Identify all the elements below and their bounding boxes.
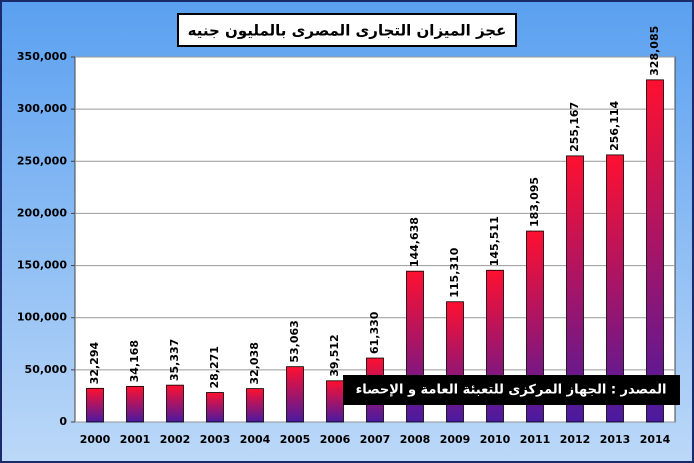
data-label: 28,271 (208, 346, 221, 388)
x-tick-label: 2009 (440, 433, 471, 446)
data-label: 39,512 (328, 334, 341, 376)
y-tick-label: 100,000 (17, 311, 67, 324)
x-tick-label: 2000 (80, 433, 111, 446)
bar (606, 154, 624, 423)
y-tick-label: 0 (59, 415, 67, 428)
y-tick-label: 350,000 (17, 50, 67, 63)
x-tick-label: 2002 (160, 433, 191, 446)
y-tick-label: 300,000 (17, 102, 67, 115)
x-tick-label: 2001 (120, 433, 151, 446)
bar (566, 155, 584, 423)
data-label: 328,085 (648, 26, 661, 76)
data-label: 145,511 (488, 216, 501, 266)
annotation-box (343, 375, 680, 405)
data-label: 256,114 (608, 100, 621, 150)
data-label: 61,330 (368, 311, 381, 354)
x-tick-label: 2012 (560, 433, 591, 446)
x-tick-label: 2013 (600, 433, 631, 446)
x-tick-label: 2005 (280, 433, 311, 446)
x-tick-label: 2011 (520, 433, 551, 446)
bar (86, 387, 104, 423)
x-tick-label: 2008 (400, 433, 431, 446)
x-tick-label: 2006 (320, 433, 351, 446)
y-tick-label: 200,000 (17, 206, 67, 219)
bar (206, 392, 224, 423)
data-label: 32,294 (88, 342, 101, 385)
bar (646, 79, 664, 423)
bar (246, 388, 264, 423)
x-tick-label: 2010 (480, 433, 511, 446)
data-label: 255,167 (568, 102, 581, 152)
y-tick-label: 250,000 (17, 154, 67, 167)
bar (166, 384, 184, 423)
x-tick-label: 2007 (360, 433, 391, 446)
data-label: 183,095 (528, 177, 541, 227)
bar (326, 380, 344, 423)
y-tick-label: 50,000 (25, 363, 68, 376)
x-tick-label: 2004 (240, 433, 271, 446)
data-label: 32,038 (248, 342, 261, 384)
bar (126, 385, 144, 423)
annotation: المصدر : الجهاز المركزى للتعبئة العامة و… (356, 383, 667, 398)
chart-title: عجز الميزان التجارى المصرى بالمليون جنيه (188, 22, 507, 40)
data-label: 35,337 (168, 339, 181, 381)
data-label: 144,638 (408, 217, 421, 267)
bar (526, 230, 544, 423)
x-tick-label: 2014 (640, 433, 671, 446)
bar (286, 366, 304, 423)
data-label: 34,168 (128, 340, 141, 382)
data-label: 53,063 (288, 320, 301, 362)
title-box (177, 13, 517, 47)
x-tick-label: 2003 (200, 433, 231, 446)
data-label: 115,310 (448, 247, 461, 297)
y-tick-label: 150,000 (17, 259, 67, 272)
